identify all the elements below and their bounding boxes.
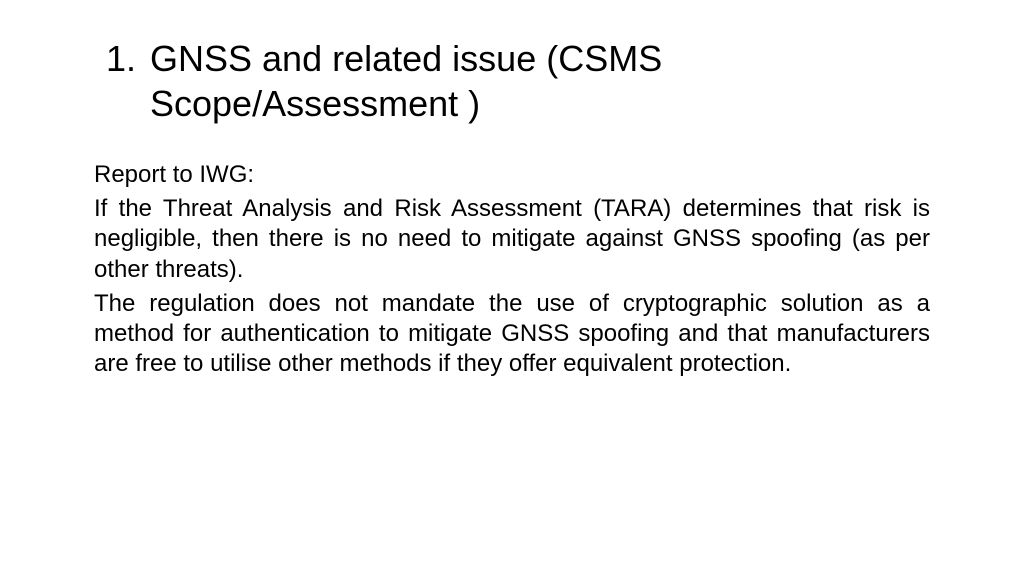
slide-title-text: GNSS and related issue (CSMS Scope/Asses…: [150, 36, 934, 126]
slide: 1. GNSS and related issue (CSMS Scope/As…: [0, 0, 1024, 576]
slide-title-number: 1.: [90, 36, 150, 81]
slide-title-row: 1. GNSS and related issue (CSMS Scope/As…: [90, 36, 934, 126]
body-paragraph-1: If the Threat Analysis and Risk Assessme…: [94, 194, 930, 285]
body-lead: Report to IWG:: [94, 160, 930, 190]
body-paragraph-2: The regulation does not mandate the use …: [94, 289, 930, 380]
slide-body: Report to IWG: If the Threat Analysis an…: [90, 160, 934, 380]
